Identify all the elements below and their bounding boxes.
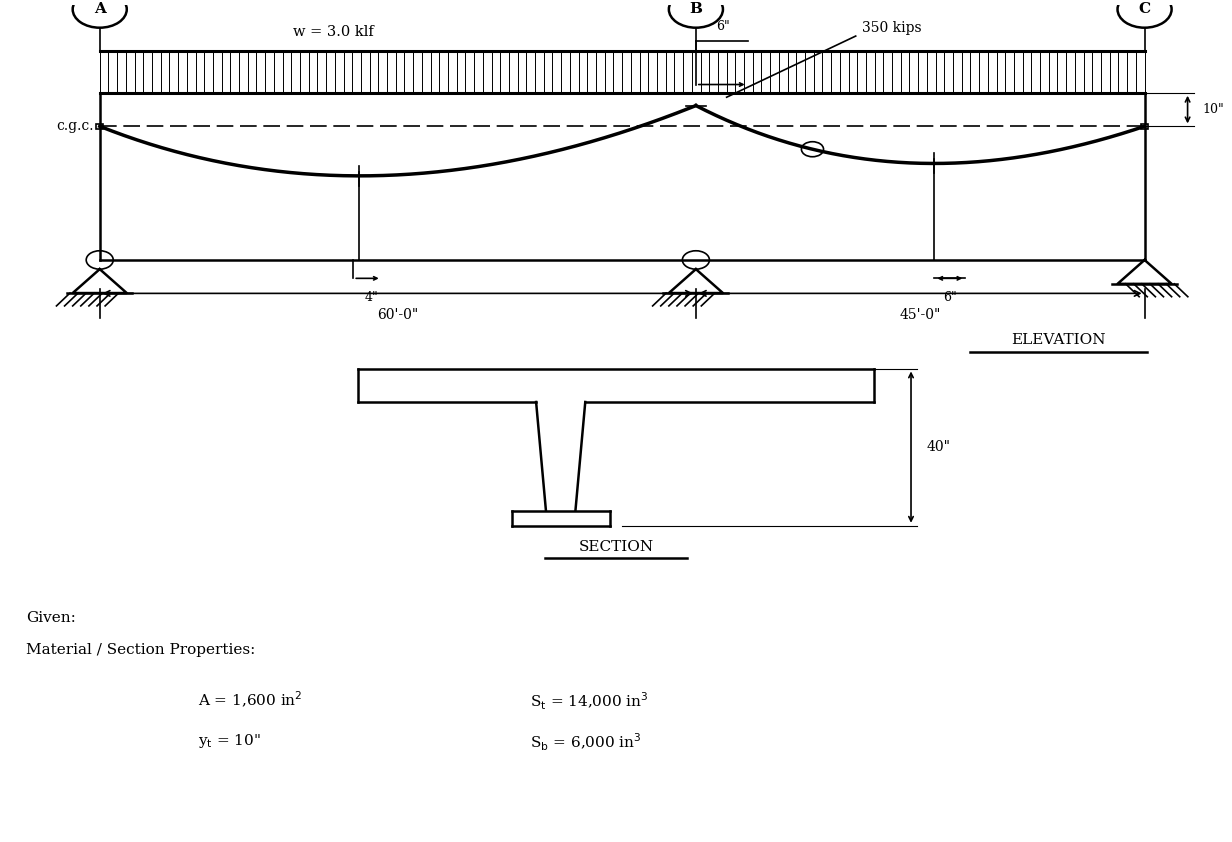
Bar	[1141, 124, 1148, 129]
Text: A = 1,600 in$^{2}$: A = 1,600 in$^{2}$	[198, 690, 303, 711]
Text: y$_{\rm t}$ = 10": y$_{\rm t}$ = 10"	[198, 732, 261, 750]
Text: c.g.c.: c.g.c.	[57, 120, 94, 133]
Text: 40": 40"	[926, 440, 951, 454]
Text: Given:: Given:	[26, 610, 76, 625]
Text: 60'-0": 60'-0"	[377, 308, 419, 322]
Text: 45'-0": 45'-0"	[899, 308, 941, 322]
Text: S$_{\rm b}$ = 6,000 in$^{3}$: S$_{\rm b}$ = 6,000 in$^{3}$	[530, 732, 642, 754]
Text: 10": 10"	[1202, 103, 1225, 116]
Text: 4": 4"	[365, 290, 378, 304]
Text: Material / Section Properties:: Material / Section Properties:	[26, 642, 255, 657]
Text: ELEVATION: ELEVATION	[1011, 333, 1106, 348]
Circle shape	[1117, 0, 1172, 28]
Text: A: A	[94, 3, 106, 16]
Text: 6": 6"	[716, 19, 729, 33]
Bar	[96, 124, 103, 129]
Text: S$_{\rm t}$ = 14,000 in$^{3}$: S$_{\rm t}$ = 14,000 in$^{3}$	[530, 690, 648, 711]
Circle shape	[73, 0, 127, 28]
Text: 6": 6"	[944, 290, 957, 304]
Text: C: C	[1138, 3, 1151, 16]
Text: SECTION: SECTION	[579, 540, 653, 554]
Text: B: B	[690, 3, 702, 16]
Text: 350 kips: 350 kips	[862, 21, 922, 35]
Text: w = 3.0 klf: w = 3.0 klf	[293, 25, 373, 39]
Circle shape	[669, 0, 723, 28]
